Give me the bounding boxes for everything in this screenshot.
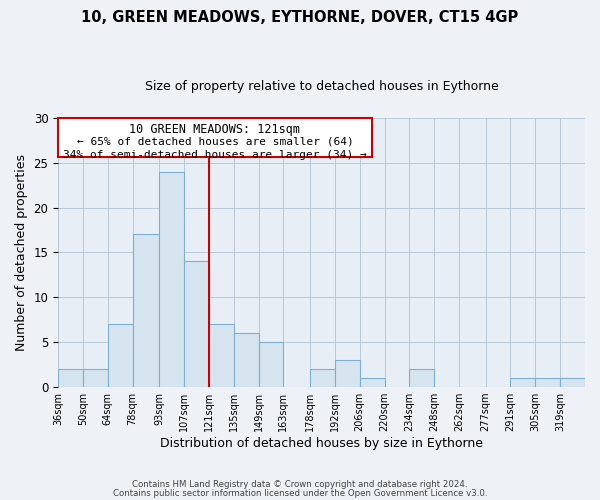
Bar: [234, 333, 259, 387]
Text: ← 65% of detached houses are smaller (64): ← 65% of detached houses are smaller (64…: [77, 136, 353, 146]
Text: Contains public sector information licensed under the Open Government Licence v3: Contains public sector information licen…: [113, 488, 487, 498]
Title: Size of property relative to detached houses in Eythorne: Size of property relative to detached ho…: [145, 80, 499, 93]
Bar: [108, 324, 133, 387]
Bar: [310, 369, 335, 387]
Bar: [409, 369, 434, 387]
Bar: [259, 342, 283, 387]
Y-axis label: Number of detached properties: Number of detached properties: [15, 154, 28, 351]
Bar: [209, 324, 234, 387]
Bar: [511, 378, 535, 387]
Bar: [58, 369, 83, 387]
Bar: [83, 369, 108, 387]
Bar: [535, 378, 560, 387]
Text: 10 GREEN MEADOWS: 121sqm: 10 GREEN MEADOWS: 121sqm: [130, 123, 301, 136]
FancyBboxPatch shape: [58, 118, 371, 157]
Text: Contains HM Land Registry data © Crown copyright and database right 2024.: Contains HM Land Registry data © Crown c…: [132, 480, 468, 489]
Bar: [133, 234, 159, 387]
Bar: [159, 172, 184, 387]
Text: 10, GREEN MEADOWS, EYTHORNE, DOVER, CT15 4GP: 10, GREEN MEADOWS, EYTHORNE, DOVER, CT15…: [82, 10, 518, 25]
Bar: [360, 378, 385, 387]
Bar: [560, 378, 585, 387]
Bar: [184, 262, 209, 387]
Bar: [335, 360, 360, 387]
X-axis label: Distribution of detached houses by size in Eythorne: Distribution of detached houses by size …: [160, 437, 483, 450]
Text: 34% of semi-detached houses are larger (34) →: 34% of semi-detached houses are larger (…: [63, 150, 367, 160]
